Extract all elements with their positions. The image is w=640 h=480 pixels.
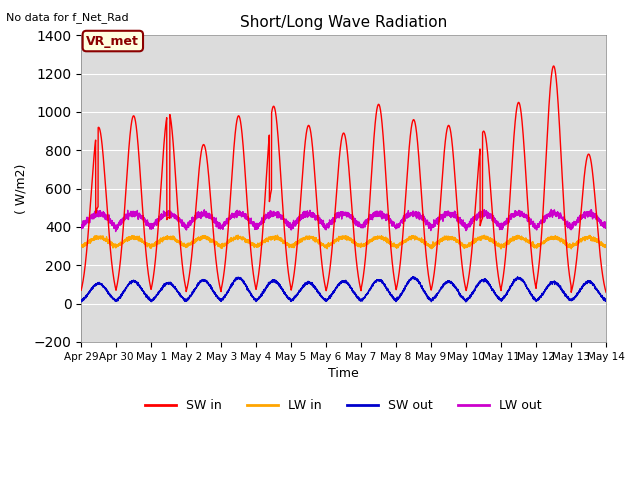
Text: No data for f_Net_Rad: No data for f_Net_Rad — [6, 12, 129, 23]
X-axis label: Time: Time — [328, 367, 359, 380]
Legend: SW in, LW in, SW out, LW out: SW in, LW in, SW out, LW out — [140, 394, 547, 417]
Y-axis label: ( W/m2): ( W/m2) — [15, 163, 28, 214]
Text: VR_met: VR_met — [86, 35, 140, 48]
Title: Short/Long Wave Radiation: Short/Long Wave Radiation — [240, 15, 447, 30]
